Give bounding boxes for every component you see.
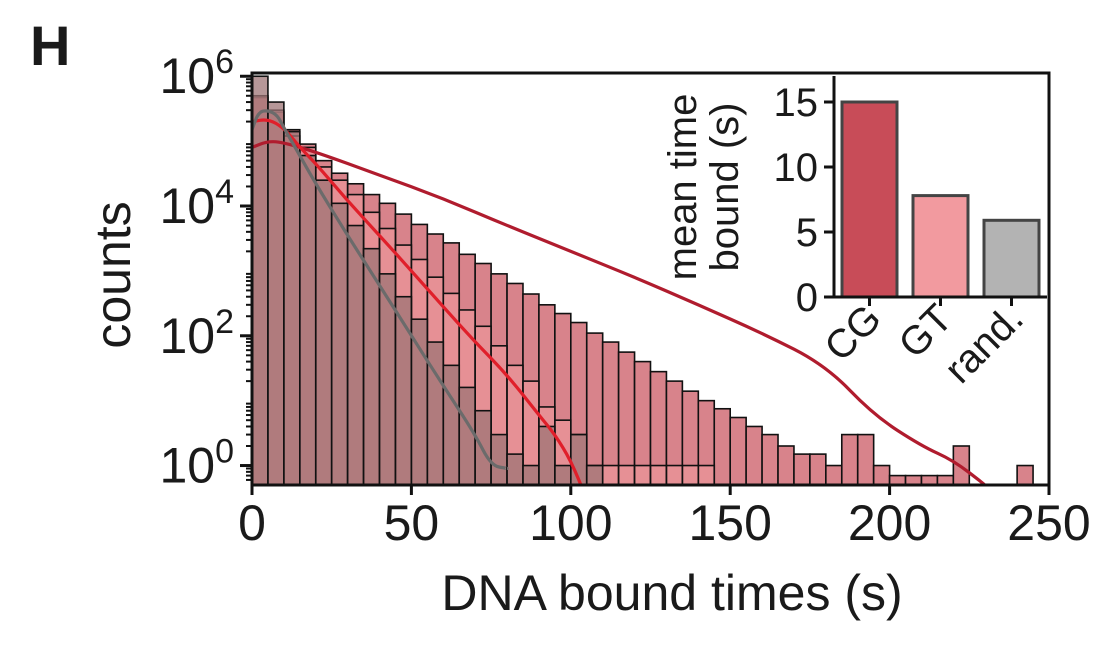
histogram-bar-cg — [856, 433, 875, 486]
histogram-bar-cg — [745, 425, 763, 486]
inset-y-label-line2: bound (s) — [703, 103, 747, 272]
histogram-bar-rand — [490, 433, 508, 486]
x-tick-label: 0 — [238, 495, 266, 551]
inset-y-tick-label: 5 — [796, 211, 818, 255]
histogram-bar-rand — [330, 202, 349, 486]
y-tick-label: 106 — [159, 43, 234, 104]
histogram-bar-rand — [267, 101, 285, 486]
x-tick-label: 50 — [384, 495, 440, 551]
inset-y-label-line1: mean time — [661, 94, 705, 281]
panel-label: H — [30, 14, 70, 77]
histogram-bar-rand — [522, 464, 540, 486]
histogram-bars — [251, 75, 1034, 486]
histogram-bar-cg — [601, 341, 620, 486]
histogram-bar-rand — [283, 130, 301, 486]
histogram-bar-cg — [809, 453, 827, 486]
histogram-bar-rand — [554, 464, 572, 486]
inset-bar-gt — [911, 194, 970, 299]
histogram-bar-gt — [665, 464, 684, 486]
histogram-bar-cg — [761, 433, 779, 486]
inset-x-tick-label: CG — [816, 296, 890, 370]
fit-curve-rand — [252, 109, 509, 471]
histogram-bar-cg — [729, 416, 747, 486]
fit-curves — [252, 109, 987, 485]
inset-y-tick-label: 0 — [796, 276, 818, 320]
x-tick-label: 200 — [848, 495, 931, 551]
histogram-bar-rand — [346, 224, 365, 486]
x-axis-label: DNA bound times (s) — [441, 565, 902, 621]
inset-x-tick-label: rand. — [936, 296, 1032, 392]
inset-y-tick-label: 15 — [774, 81, 819, 125]
histogram-bar-rand — [314, 179, 333, 486]
y-axis-ticks: 100 102 104 106 — [159, 43, 252, 494]
y-tick-label: 100 — [159, 433, 234, 494]
histogram-bar-gt — [601, 464, 620, 486]
histogram-bar-cg — [840, 433, 859, 486]
histogram-bar-cg — [1016, 464, 1034, 486]
histogram-bar-cg — [777, 445, 795, 486]
histogram-bar-rand — [458, 386, 476, 486]
histogram-bar-rand — [442, 364, 461, 486]
inset-y-tick-label: 10 — [774, 146, 819, 190]
inset-y-ticks: 0 5 10 15 — [774, 81, 834, 320]
histogram-bar-cg — [825, 464, 843, 486]
histogram-bar-cg — [713, 407, 732, 486]
histogram-bar-rand — [410, 318, 429, 486]
y-tick-label: 102 — [159, 303, 234, 364]
histogram-bar-gt — [617, 464, 636, 486]
histogram-bar-rand — [585, 464, 604, 486]
histogram-bar-cg — [585, 332, 604, 486]
histogram-bar-cg — [872, 464, 891, 486]
histogram-bar-rand — [506, 453, 524, 486]
histogram-bar-rand — [251, 75, 269, 486]
y-axis-label: counts — [85, 201, 141, 348]
histogram-bar-rand — [299, 154, 317, 486]
x-tick-label: 250 — [1007, 495, 1090, 551]
histogram-bar-gt — [681, 464, 700, 486]
inset-bars — [840, 100, 1041, 299]
histogram-bar-gt — [649, 464, 668, 486]
histogram-bar-gt — [697, 464, 716, 486]
x-tick-label: 150 — [688, 495, 771, 551]
x-axis-ticks: 0 50 100 150 200 250 — [238, 485, 1091, 551]
inset-bar-rand — [982, 218, 1041, 299]
histogram-bar-cg — [793, 453, 811, 486]
inset-bar-cg — [840, 100, 899, 299]
histogram-bar-rand — [538, 425, 556, 486]
histogram-bar-gt — [633, 464, 652, 486]
x-tick-label: 100 — [529, 495, 612, 551]
y-tick-label: 104 — [159, 173, 234, 234]
plot-frame — [250, 71, 1051, 487]
